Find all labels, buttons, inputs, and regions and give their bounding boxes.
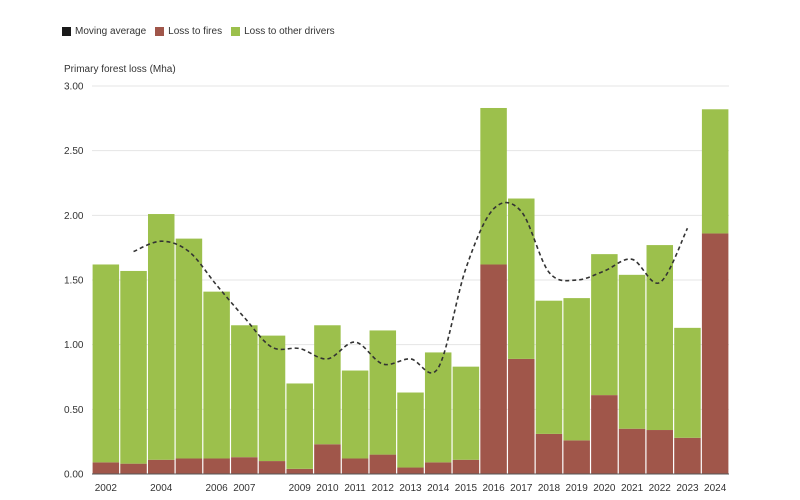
legend-item-moving-average: Moving average [62,26,146,37]
bar-loss-to-other-drivers [258,335,286,462]
x-tick-label: 2024 [704,483,727,494]
x-tick-label: 2015 [455,483,478,494]
x-tick-label: 2007 [233,483,256,494]
bar-loss-to-fires [535,433,563,474]
x-tick-label: 2006 [206,483,229,494]
bar-loss-to-fires [591,395,618,474]
bar-loss-to-fires [147,459,175,474]
moving-average-line [133,201,689,374]
x-tick-label: 2021 [621,483,644,494]
bar-loss-to-fires [424,462,452,474]
y-tick-label: 0.50 [64,405,84,416]
bar-loss-to-other-drivers [203,291,230,459]
legend-label-loss-to-fires: Loss to fires [168,26,223,37]
bar-loss-to-fires [203,458,230,474]
legend: Moving average Loss to fires Loss to oth… [62,26,335,37]
bar-loss-to-fires [258,461,286,474]
legend-swatch-loss-to-other-drivers [231,27,241,36]
x-tick-label: 2018 [538,483,561,494]
legend-swatch-loss-to-fires [155,27,165,36]
x-tick-label: 2012 [372,483,395,494]
bar-loss-to-other-drivers [120,270,147,464]
x-tick-label: 2020 [593,483,616,494]
bar-loss-to-fires [563,440,590,474]
bar-loss-to-fires [452,459,480,474]
x-tick-label: 2002 [95,483,118,494]
y-tick-label: 3.00 [64,82,84,93]
x-tick-label: 2022 [649,483,672,494]
bar-loss-to-fires [480,264,507,474]
bar-loss-to-other-drivers [424,352,452,463]
x-tick-label: 2023 [676,483,699,494]
y-tick-label: 2.50 [64,146,84,157]
bar-loss-to-fires [508,358,535,474]
x-tick-label: 2010 [316,483,339,494]
bar-loss-to-other-drivers [314,325,341,445]
bar-loss-to-other-drivers [175,238,203,459]
x-tick-label: 2004 [150,483,173,494]
bar-loss-to-other-drivers [701,109,729,234]
legend-label-loss-to-other-drivers: Loss to other drivers [244,26,335,37]
bar-loss-to-fires [369,454,397,474]
bar-loss-to-fires [618,428,646,474]
y-tick-label: 1.50 [64,276,84,287]
legend-label-moving-average: Moving average [75,26,147,37]
bar-loss-to-other-drivers [508,198,535,359]
bar-loss-to-fires [175,458,203,474]
bar-loss-to-other-drivers [591,254,618,396]
bar-loss-to-fires [314,444,341,474]
y-tick-label: 2.00 [64,211,84,222]
bar-loss-to-fires [646,430,674,474]
y-axis-title: Primary forest loss (Mha) [64,64,176,75]
legend-item-loss-to-fires: Loss to fires [155,26,222,37]
bar-loss-to-fires [674,437,701,474]
x-tick-label: 2017 [510,483,533,494]
bar-loss-to-other-drivers [397,392,424,468]
bar-loss-to-fires [286,468,313,474]
y-tick-label: 1.00 [64,340,84,351]
bar-loss-to-other-drivers [369,330,397,455]
bar-loss-to-fires [341,458,369,474]
x-tick-label: 2009 [289,483,312,494]
bar-loss-to-other-drivers [646,245,674,431]
bar-loss-to-other-drivers [535,300,563,434]
y-tick-label: 0.00 [64,470,84,481]
bar-loss-to-other-drivers [147,214,175,460]
bar-loss-to-other-drivers [563,298,590,441]
x-tick-label: 2014 [427,483,450,494]
bar-loss-to-fires [397,467,424,474]
bar-loss-to-other-drivers [231,325,258,458]
x-tick-label: 2013 [399,483,422,494]
bar-loss-to-fires [231,457,258,474]
bar-loss-to-other-drivers [480,107,507,265]
legend-swatch-moving-average [62,27,71,36]
bar-loss-to-fires [701,233,729,474]
bar-loss-to-other-drivers [286,383,313,469]
bar-loss-to-other-drivers [618,274,646,429]
x-tick-label: 2011 [344,483,366,494]
legend-item-loss-to-other-drivers: Loss to other drivers [231,26,335,37]
bar-loss-to-fires [92,462,120,474]
bar-loss-to-other-drivers [341,370,369,459]
x-tick-label: 2019 [566,483,589,494]
x-tick-label: 2016 [482,483,505,494]
bar-loss-to-fires [120,463,147,474]
bar-loss-to-other-drivers [452,366,480,460]
bar-loss-to-other-drivers [92,264,120,463]
bar-loss-to-other-drivers [674,327,701,438]
